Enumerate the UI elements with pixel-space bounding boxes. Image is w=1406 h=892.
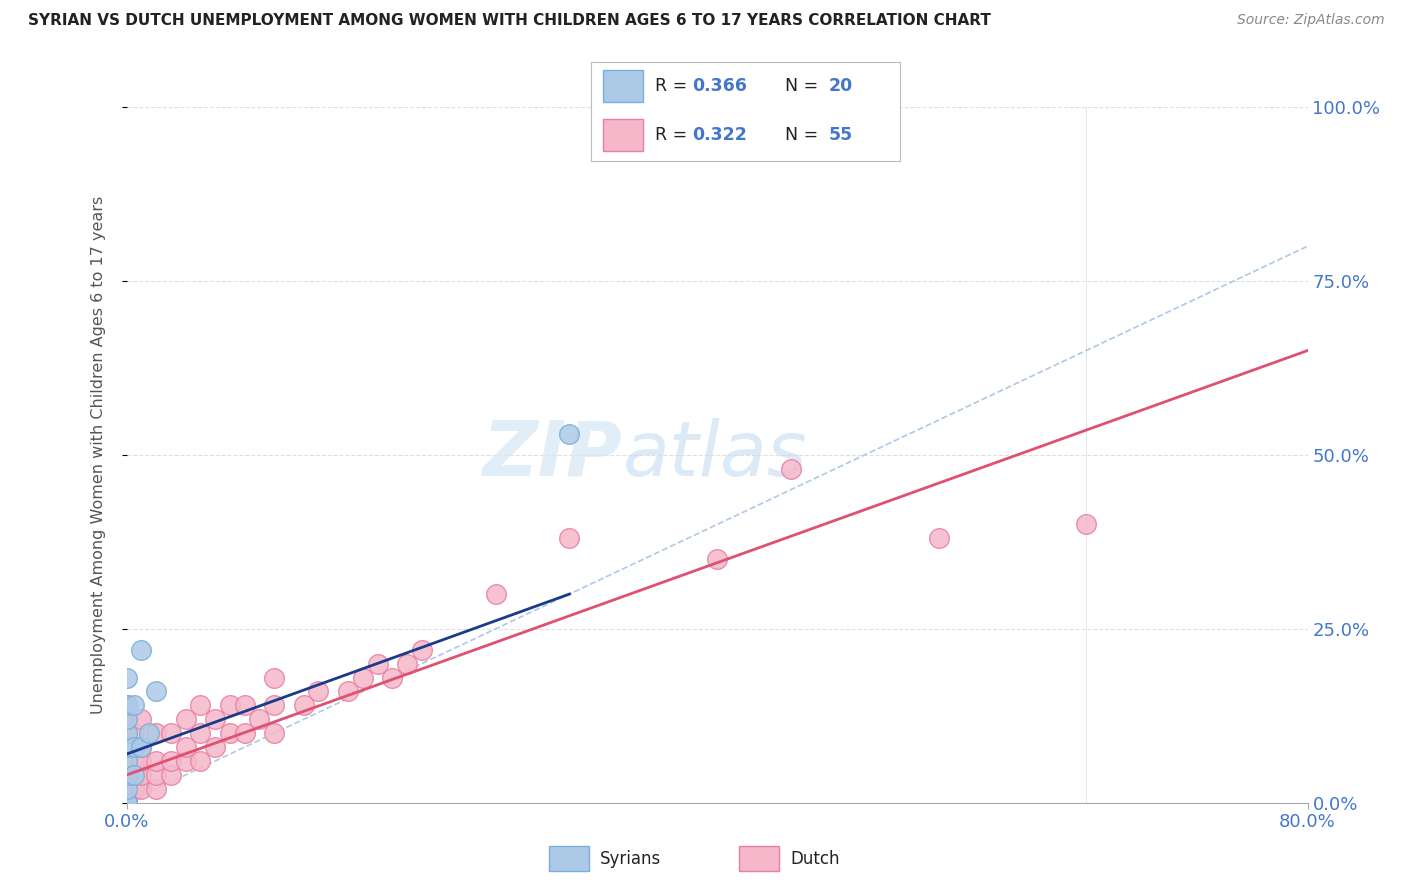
Point (115, 796, 138, 810)
Point (159, 754, 183, 768)
Point (396, 657, 419, 671)
Point (145, 754, 167, 768)
Text: N =: N = (786, 126, 824, 144)
Point (219, 726, 242, 740)
Point (115, 796, 138, 810)
Text: ZIP: ZIP (482, 418, 623, 491)
Point (352, 671, 374, 685)
Point (174, 740, 197, 755)
Point (263, 698, 285, 713)
Point (484, 587, 508, 601)
Point (145, 726, 167, 740)
Point (263, 726, 285, 740)
Point (188, 698, 211, 713)
Point (928, 532, 950, 546)
Point (174, 712, 197, 726)
Text: 0.366: 0.366 (693, 77, 748, 95)
Point (159, 768, 183, 782)
Point (411, 642, 433, 657)
Text: R =: R = (655, 77, 693, 95)
Text: 20: 20 (828, 77, 853, 95)
Point (115, 698, 138, 713)
Point (115, 796, 138, 810)
Point (558, 427, 581, 442)
Point (115, 796, 138, 810)
Point (292, 698, 315, 713)
Point (129, 754, 153, 768)
Point (122, 768, 145, 782)
Point (129, 642, 153, 657)
Point (188, 726, 211, 740)
Point (129, 712, 153, 726)
FancyBboxPatch shape (740, 847, 779, 871)
Point (122, 781, 145, 796)
Point (307, 684, 329, 698)
Text: Syrians: Syrians (600, 849, 661, 868)
Point (779, 462, 801, 476)
Point (138, 726, 160, 740)
Point (115, 754, 138, 768)
Y-axis label: Unemployment Among Women with Children Ages 6 to 17 years: Unemployment Among Women with Children A… (91, 196, 105, 714)
FancyBboxPatch shape (603, 70, 643, 102)
Point (366, 657, 388, 671)
Point (145, 684, 167, 698)
Text: SYRIAN VS DUTCH UNEMPLOYMENT AMONG WOMEN WITH CHILDREN AGES 6 TO 17 YEARS CORREL: SYRIAN VS DUTCH UNEMPLOYMENT AMONG WOMEN… (28, 13, 991, 29)
Point (174, 754, 197, 768)
Text: N =: N = (786, 77, 824, 95)
Point (219, 698, 242, 713)
Point (122, 754, 145, 768)
Text: 55: 55 (828, 126, 853, 144)
Point (115, 712, 138, 726)
Point (263, 671, 285, 685)
Point (204, 712, 226, 726)
Point (115, 671, 138, 685)
Point (115, 740, 138, 755)
Point (115, 698, 138, 713)
Point (381, 671, 404, 685)
Point (115, 754, 138, 768)
Text: atlas: atlas (623, 418, 807, 491)
Point (129, 740, 153, 755)
Point (159, 726, 183, 740)
Point (129, 768, 153, 782)
Text: R =: R = (655, 126, 693, 144)
Point (247, 712, 270, 726)
Point (122, 726, 145, 740)
Point (337, 684, 360, 698)
Point (115, 796, 138, 810)
FancyBboxPatch shape (603, 120, 643, 151)
Point (115, 712, 138, 726)
FancyBboxPatch shape (548, 847, 589, 871)
Point (115, 796, 138, 810)
Text: Dutch: Dutch (790, 849, 839, 868)
Point (115, 726, 138, 740)
Point (233, 698, 256, 713)
Point (706, 552, 728, 566)
Text: Source: ZipAtlas.com: Source: ZipAtlas.com (1237, 13, 1385, 28)
Point (204, 740, 226, 755)
Point (115, 726, 138, 740)
Point (115, 740, 138, 755)
Point (115, 768, 138, 782)
Point (188, 754, 211, 768)
Point (122, 698, 145, 713)
Point (1076, 517, 1098, 532)
Text: 0.322: 0.322 (693, 126, 748, 144)
Point (145, 768, 167, 782)
Point (115, 781, 138, 796)
Point (558, 532, 581, 546)
Point (233, 726, 256, 740)
Point (115, 768, 138, 782)
Point (115, 781, 138, 796)
Point (129, 781, 153, 796)
Point (122, 740, 145, 755)
Point (115, 796, 138, 810)
Point (145, 781, 167, 796)
Point (129, 740, 153, 755)
